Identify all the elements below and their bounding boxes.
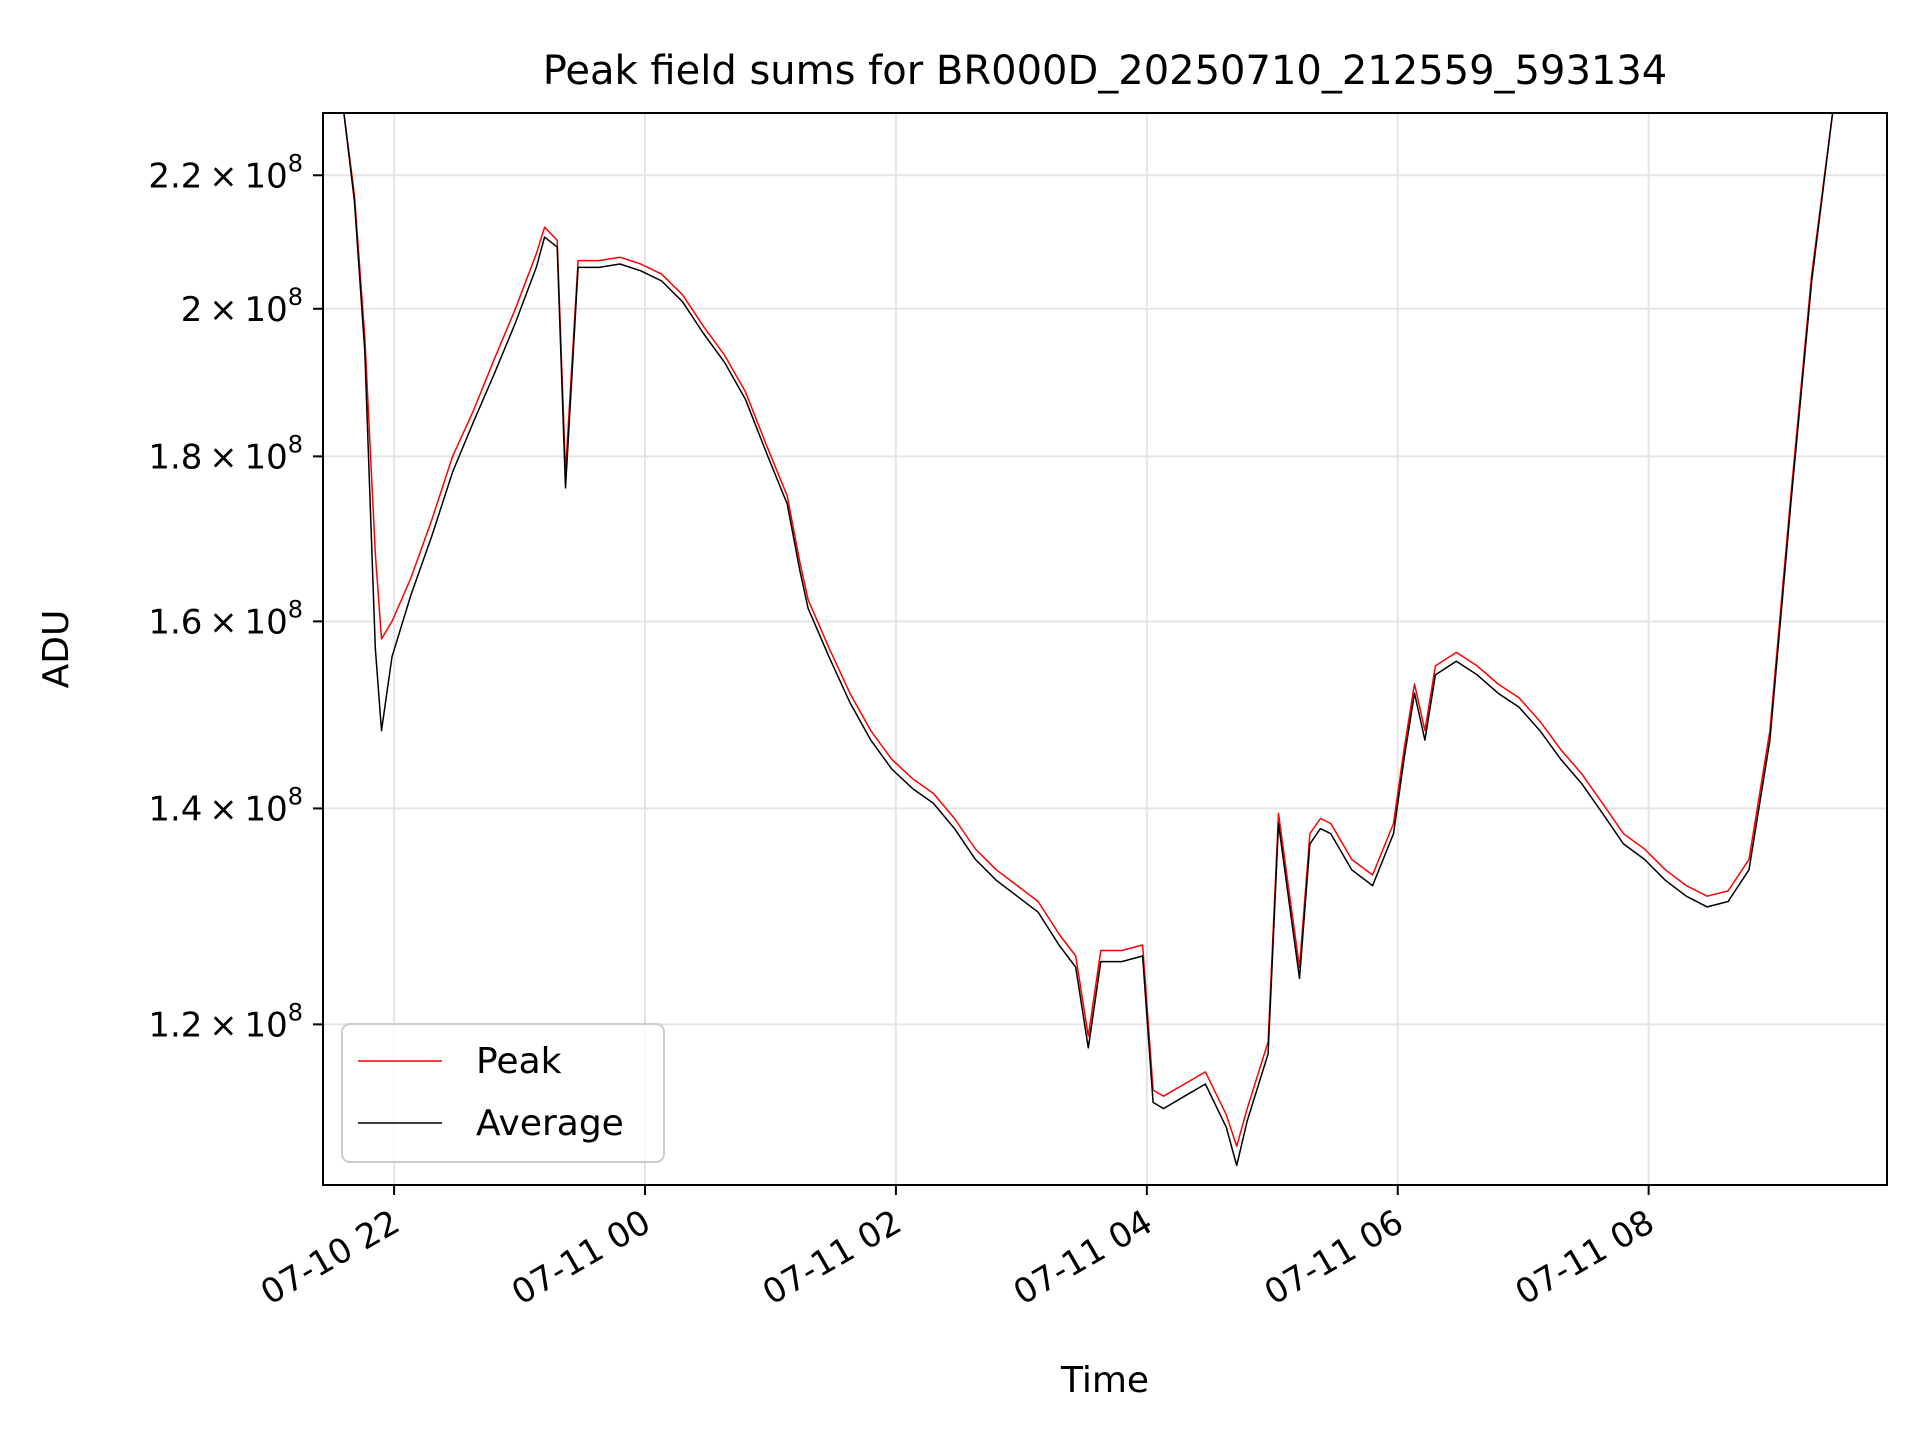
legend-label-average: Average [476, 1103, 624, 1144]
y-tick-label: 1.4 × 108 [148, 782, 303, 829]
y-tick-label: 2 × 108 [181, 283, 303, 330]
legend: Peak Average [341, 1023, 665, 1163]
legend-box [341, 1023, 665, 1163]
legend-label-peak: Peak [476, 1041, 562, 1082]
y-tick-label: 2.2 × 108 [148, 149, 303, 196]
y-tick-label: 1.2 × 108 [148, 998, 303, 1045]
y-tick-label: 1.6 × 108 [148, 595, 303, 642]
grid-lines [323, 113, 1887, 1185]
y-tick-label: 1.8 × 108 [148, 430, 303, 477]
y-axis-label: ADU [36, 610, 77, 689]
series-lines [323, 113, 1887, 1167]
y-axis-ticks: 1.2 × 108 1.4 × 108 1.6 × 108 1.8 × 108 2 × … [148, 149, 323, 1045]
x-axis-label: Time [1060, 1360, 1149, 1401]
plot-frame [322, 112, 1888, 1186]
chart-title: Peak field sums for BR000D_20250710_2125… [543, 48, 1668, 94]
series-line-average [323, 113, 1887, 1167]
